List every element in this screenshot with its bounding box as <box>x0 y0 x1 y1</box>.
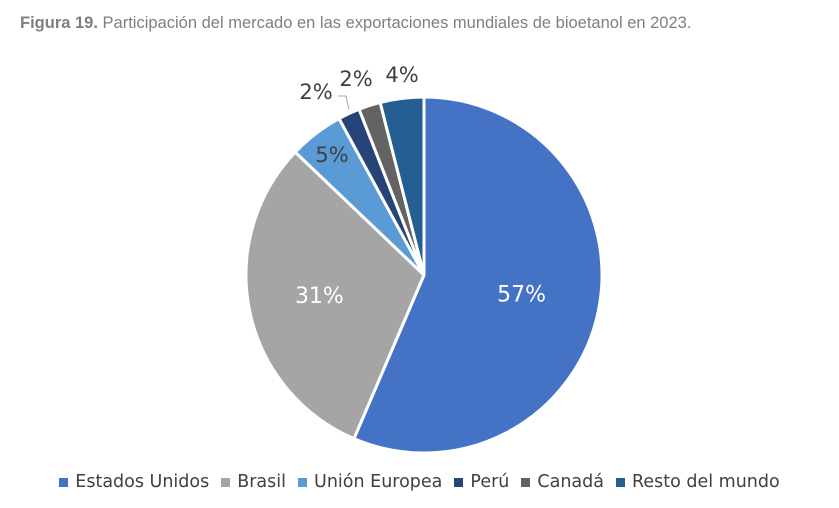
legend-swatch-union-europea <box>298 477 308 487</box>
data-label-union-europea: 5% <box>315 143 348 167</box>
legend-label-canada: Canadá <box>537 472 604 492</box>
figure-caption-text: Participación del mercado en las exporta… <box>102 14 692 32</box>
data-label-estados-unidos: 57% <box>497 283 546 308</box>
legend-swatch-resto-del-mundo <box>615 477 625 487</box>
data-label-peru: 2% <box>299 80 332 104</box>
legend-item-union-europea: Unión Europea <box>298 472 442 492</box>
pie-slice-brasil <box>244 150 426 441</box>
legend-label-resto-del-mundo: Resto del mundo <box>631 472 780 492</box>
legend-swatch-estados-unidos <box>59 477 69 487</box>
data-label-resto-del-mundo: 4% <box>385 63 418 87</box>
chart-legend: Estados Unidos Brasil Unión Europea Perú Can… <box>0 472 839 492</box>
data-label-canada: 2% <box>339 67 372 91</box>
figure-label: Figura 19. <box>20 14 98 32</box>
legend-item-peru: Perú <box>454 472 509 492</box>
legend-item-resto-del-mundo: Resto del mundo <box>615 472 780 492</box>
pie-slice-estados-unidos <box>352 95 604 455</box>
legend-item-canada: Canadá <box>521 472 604 492</box>
pie-slice-resto-del-mundo <box>378 95 426 277</box>
data-label-brasil: 31% <box>295 284 344 309</box>
legend-label-peru: Perú <box>470 472 510 492</box>
legend-label-union-europea: Unión Europea <box>314 472 443 492</box>
leader-line-peru <box>338 95 350 110</box>
legend-label-estados-unidos: Estados Unidos <box>75 472 210 492</box>
legend-swatch-canada <box>521 477 531 487</box>
legend-swatch-peru <box>454 477 464 487</box>
legend-item-estados-unidos: Estados Unidos <box>59 472 209 492</box>
legend-item-brasil: Brasil <box>221 472 286 492</box>
legend-swatch-brasil <box>221 477 231 487</box>
figure-caption: Figura 19. Participación del mercado en … <box>20 14 691 33</box>
legend-label-brasil: Brasil <box>237 472 287 492</box>
